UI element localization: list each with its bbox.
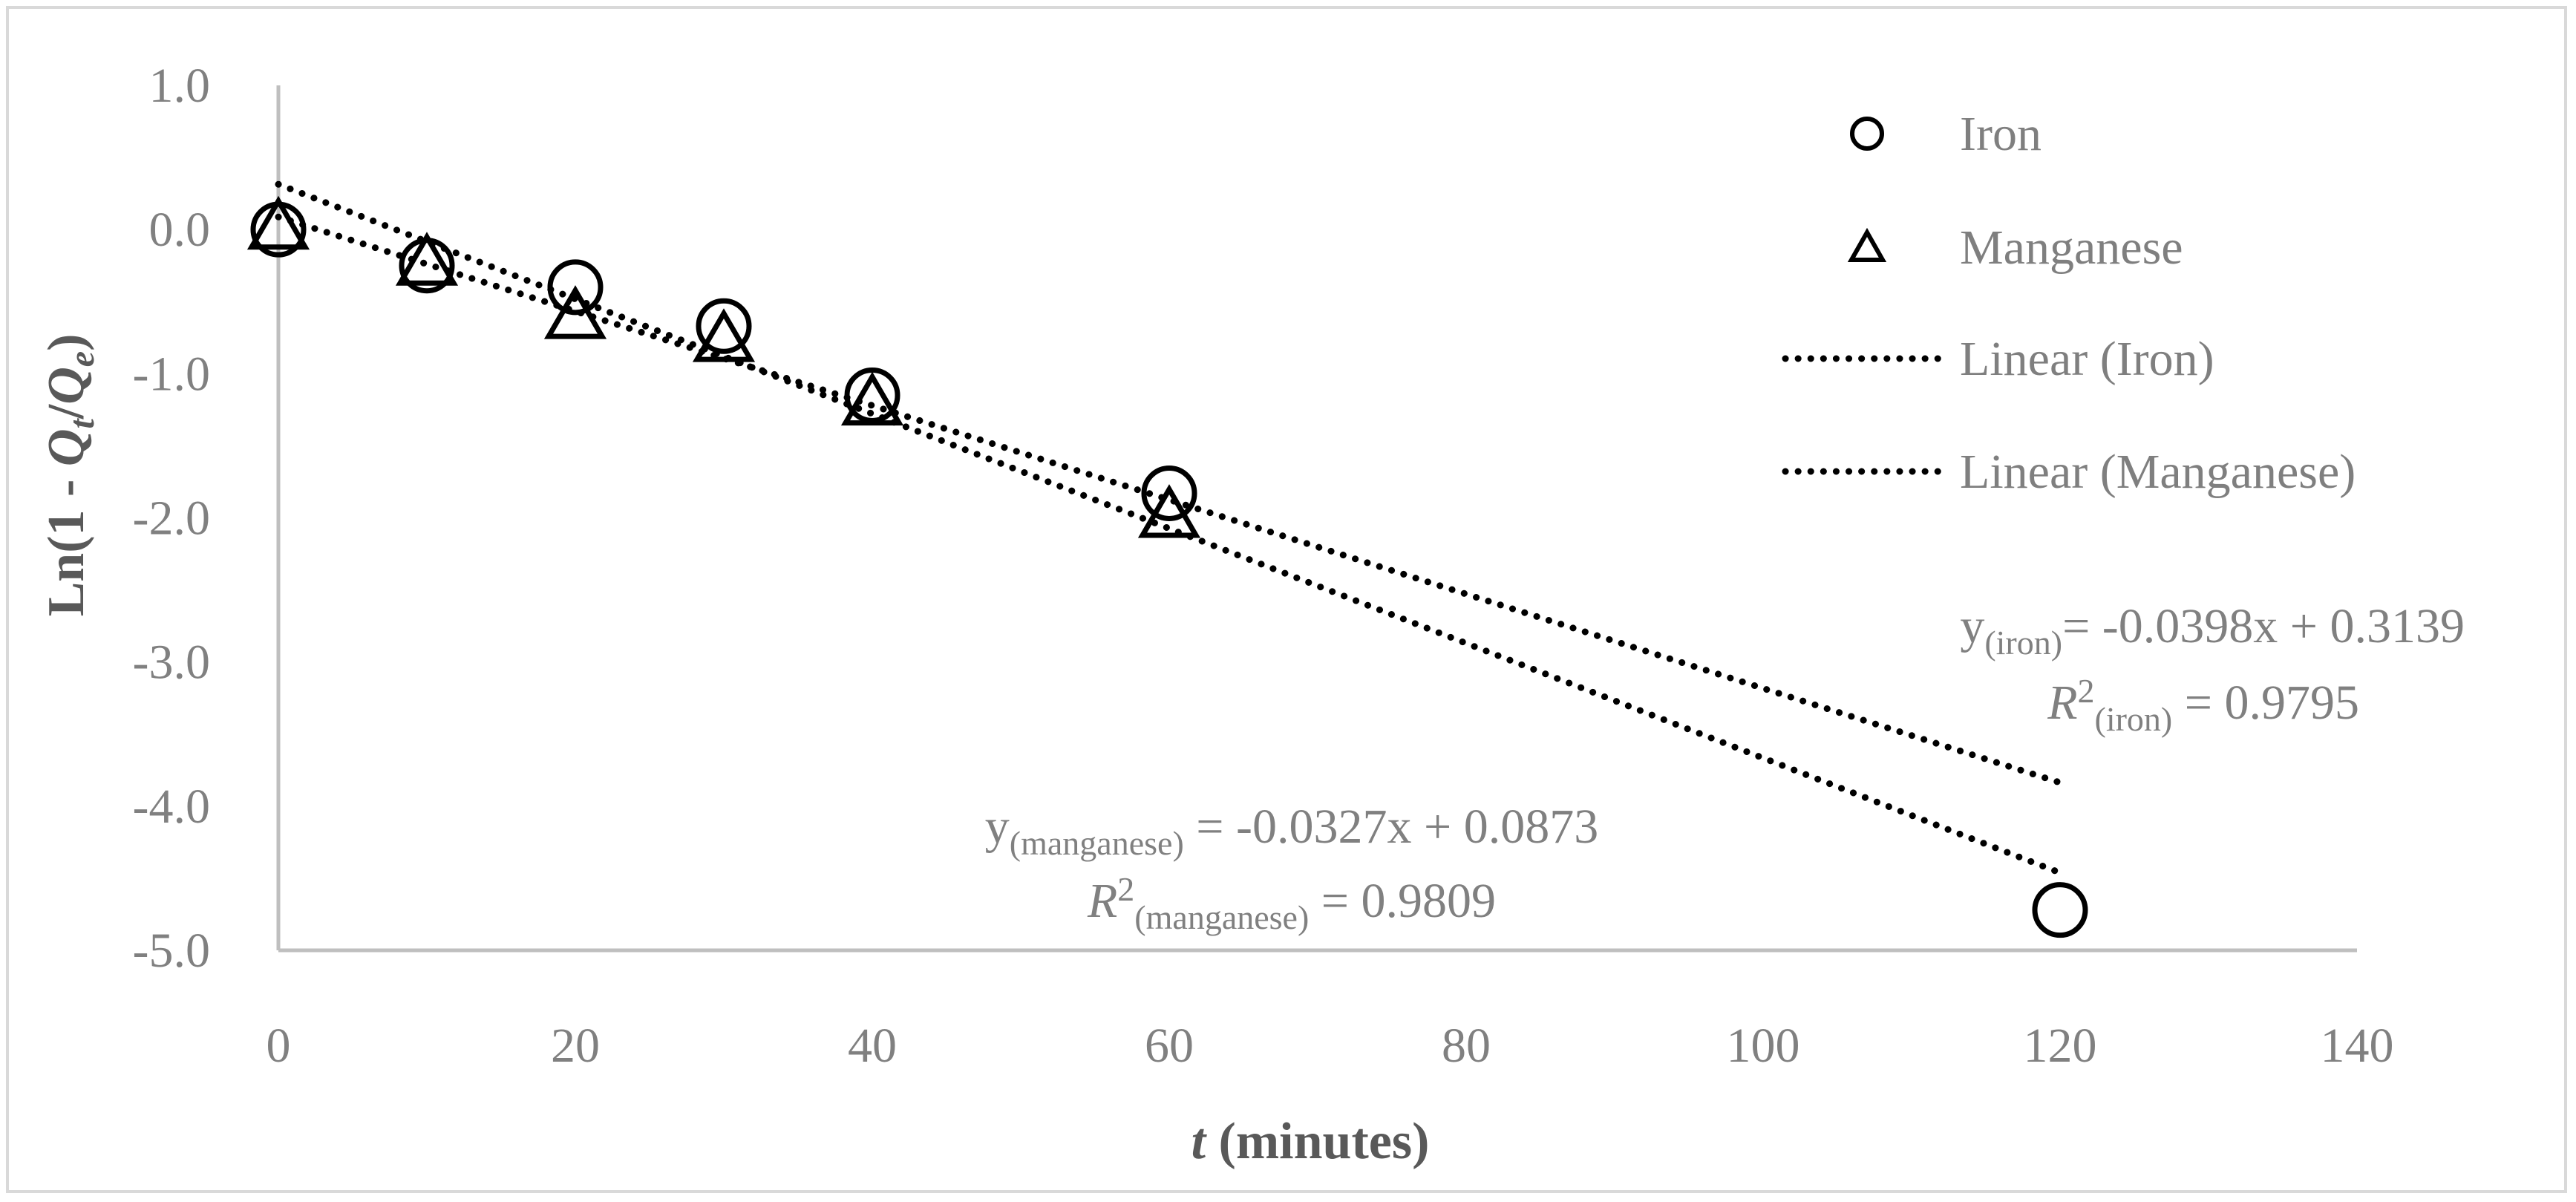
manganese-point bbox=[1137, 484, 1201, 538]
data-points bbox=[246, 195, 2088, 938]
manganese-r-squared: R2(manganese) = 0.9809 bbox=[1087, 870, 1496, 936]
x-tick-label: 120 bbox=[2024, 1019, 2097, 1073]
y-tick-label: -5.0 bbox=[133, 924, 210, 978]
chart-frame bbox=[6, 6, 2567, 1193]
manganese-point bbox=[692, 308, 756, 362]
iron-point bbox=[696, 298, 752, 354]
trendline-linear-iron bbox=[275, 180, 2064, 877]
tick-labels: 1.0 0.0 -1.0 -2.0 -3.0 -4.0 -5.0 0 20 40 60 80 100 12… bbox=[133, 59, 2394, 1073]
trendlines bbox=[275, 180, 2064, 877]
iron-point bbox=[547, 259, 604, 316]
legend-label: Linear (Manganese) bbox=[1960, 445, 2356, 499]
legend: Iron Manganese Linear (Iron) Linear (Man… bbox=[1782, 107, 2356, 499]
legend-label: Iron bbox=[1960, 107, 2041, 161]
legend-item-iron: Iron bbox=[1850, 107, 2041, 161]
legend-label: Linear (Iron) bbox=[1960, 332, 2214, 386]
iron-point bbox=[2032, 882, 2088, 938]
x-tick-label: 40 bbox=[848, 1019, 897, 1073]
legend-circle-icon bbox=[1850, 117, 1884, 151]
y-tick-label: -4.0 bbox=[133, 780, 210, 834]
x-axis-title: t (minutes) bbox=[1191, 1113, 1430, 1170]
manganese-point bbox=[395, 232, 459, 286]
x-tick-label: 20 bbox=[551, 1019, 600, 1073]
y-axis-title: Ln(1 - Qt/Qe) bbox=[38, 334, 102, 617]
y-tick-label: -1.0 bbox=[133, 347, 210, 401]
iron-r-squared: R2(iron) = 0.9795 bbox=[2047, 672, 2359, 738]
manganese-point bbox=[840, 371, 904, 426]
legend-item-linear-iron: Linear (Iron) bbox=[1782, 332, 2214, 386]
manganese-equation: y(manganese) = -0.0327x + 0.0873 bbox=[985, 800, 1598, 862]
y-tick-label: -2.0 bbox=[133, 491, 210, 546]
legend-item-linear-manganese: Linear (Manganese) bbox=[1782, 445, 2356, 499]
legend-item-manganese: Manganese bbox=[1847, 221, 2183, 275]
y-tick-label: 1.0 bbox=[149, 59, 211, 113]
x-tick-label: 60 bbox=[1145, 1019, 1194, 1073]
x-tick-label: 0 bbox=[267, 1019, 291, 1073]
legend-triangle-icon bbox=[1847, 227, 1887, 262]
axes bbox=[276, 85, 2357, 953]
trendline-linear-manganese bbox=[275, 213, 2064, 786]
legend-label: Manganese bbox=[1960, 221, 2183, 275]
x-tick-label: 80 bbox=[1442, 1019, 1491, 1073]
y-tick-label: 0.0 bbox=[149, 203, 211, 257]
manganese-point bbox=[543, 285, 607, 339]
iron-equation: y(iron)= -0.0398x + 0.3139 bbox=[1960, 599, 2465, 662]
y-tick-label: -3.0 bbox=[133, 636, 210, 690]
iron-point bbox=[1141, 465, 1197, 521]
manganese-point bbox=[246, 195, 310, 250]
x-tick-label: 100 bbox=[1727, 1019, 1800, 1073]
x-tick-label: 140 bbox=[2321, 1019, 2394, 1073]
